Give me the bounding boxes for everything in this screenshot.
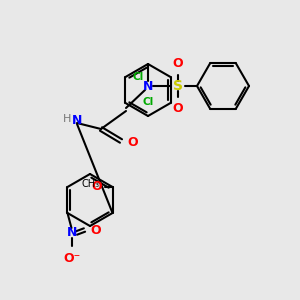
Text: Cl: Cl xyxy=(133,72,144,82)
Text: O: O xyxy=(173,57,183,70)
Text: H: H xyxy=(63,114,71,124)
Text: N: N xyxy=(143,80,153,92)
Text: O: O xyxy=(173,102,183,115)
Text: O: O xyxy=(91,181,101,194)
Text: O⁻: O⁻ xyxy=(64,252,81,265)
Text: Cl: Cl xyxy=(142,97,154,107)
Text: CH₃: CH₃ xyxy=(82,179,100,189)
Text: O: O xyxy=(127,136,138,149)
Text: N: N xyxy=(67,226,78,239)
Text: N: N xyxy=(72,115,82,128)
Text: S: S xyxy=(173,79,183,93)
Text: O: O xyxy=(91,224,101,236)
